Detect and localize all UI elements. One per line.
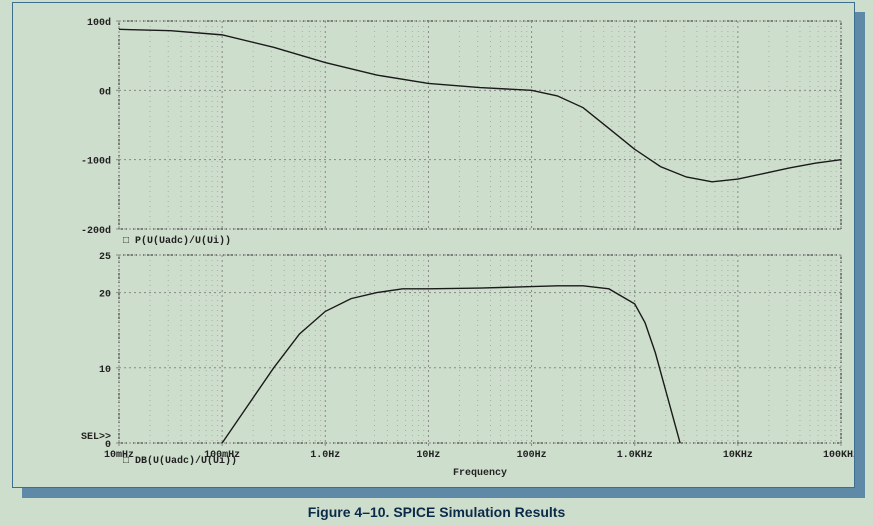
svg-text:-200d: -200d [81, 225, 111, 237]
svg-text:SEL>>: SEL>> [81, 432, 111, 443]
svg-text:□ DB(U(Uadc)/U(Ui)): □ DB(U(Uadc)/U(Ui)) [123, 455, 237, 467]
plot-panel: -200d-100d0d100d□ P(U(Uadc)/U(Ui))010202… [12, 2, 855, 488]
svg-text:20: 20 [99, 290, 111, 301]
svg-text:10KHz: 10KHz [723, 450, 753, 461]
svg-text:1.0Hz: 1.0Hz [310, 450, 340, 461]
svg-text:25: 25 [99, 252, 111, 263]
svg-text:100Hz: 100Hz [517, 450, 547, 461]
figure-caption: Figure 4–10. SPICE Simulation Results [0, 504, 873, 520]
svg-text:□ P(U(Uadc)/U(Ui)): □ P(U(Uadc)/U(Ui)) [123, 235, 231, 247]
svg-text:-100d: -100d [81, 156, 111, 168]
svg-text:10Hz: 10Hz [416, 450, 440, 461]
svg-text:10: 10 [99, 365, 111, 376]
svg-text:100d: 100d [87, 17, 111, 29]
svg-text:100KHz: 100KHz [823, 450, 854, 461]
svg-text:Frequency: Frequency [453, 468, 507, 479]
svg-text:0d: 0d [99, 86, 111, 98]
figure-container: -200d-100d0d100d□ P(U(Uadc)/U(Ui))010202… [0, 0, 873, 526]
svg-text:1.0KHz: 1.0KHz [617, 450, 653, 461]
plot-svg: -200d-100d0d100d□ P(U(Uadc)/U(Ui))010202… [13, 3, 854, 487]
